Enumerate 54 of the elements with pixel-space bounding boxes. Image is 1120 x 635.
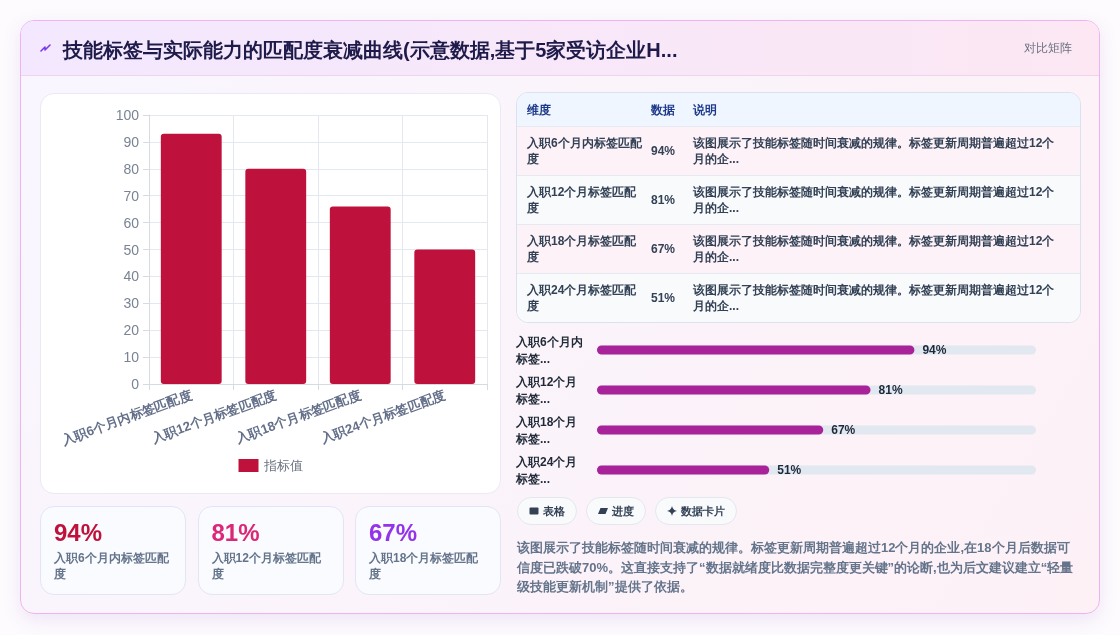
text: 67% [651, 242, 676, 256]
category-label: 入职6个月内标签匹配度 [526, 135, 643, 167]
y-tick-label: 入职6个月内标签... [515, 334, 583, 366]
y-tick-label: 60 [123, 214, 140, 231]
y-tick-label: 入职18个月标签... [515, 414, 578, 446]
category-label: 入职18个月标签匹配度 [369, 550, 480, 582]
text: 该图展示了技能标签随时间衰减的规律。标签更新周期普遍超过12个月的企... [693, 135, 1056, 167]
y-tick-label: 30 [123, 295, 140, 312]
y-tick-label: 入职24个月标签... [515, 454, 578, 486]
category-label: 数据卡片 [681, 503, 725, 519]
y-tick-label: 入职12个月标签... [515, 374, 578, 406]
text: 说明 [693, 101, 718, 118]
text: 67% [369, 519, 418, 546]
category-label: 入职18个月标签匹配度 [526, 233, 638, 265]
y-tick-label: 70 [123, 187, 140, 204]
y-tick-label: 90 [123, 133, 140, 150]
y-tick-label: 80 [123, 160, 140, 177]
text: 该图展示了技能标签随时间衰减的规律。标签更新周期普遍超过12个月的企... [693, 282, 1056, 314]
category-label: 入职12个月标签匹配度 [211, 550, 322, 582]
text: 维度 [526, 101, 552, 118]
text: 技能标签与实际能力的匹配度衰减曲线(示意数据,基于5家受访企业H... [63, 38, 678, 63]
y-tick-label: 10 [123, 349, 140, 366]
text: 51% [651, 291, 676, 305]
text: 81% [211, 519, 260, 546]
text: 94% [54, 519, 103, 546]
bar [160, 133, 222, 384]
text: 94% [651, 144, 676, 158]
text: 该图展示了技能标签随时间衰减的规律。标签更新周期普遍超过12个月的企... [693, 233, 1056, 265]
y-tick-label: 20 [123, 322, 140, 339]
text: 对比矩阵 [1024, 40, 1072, 57]
y-tick-label: 50 [123, 241, 140, 258]
bar [245, 168, 307, 384]
y-tick-label: 40 [123, 268, 140, 285]
data-label: 51% [777, 463, 802, 477]
data-label: 94% [922, 343, 947, 357]
text: 该图展示了技能标签随时间衰减的规律。标签更新周期普遍超过12个月的企业,在18个月后数据可信度已跌破70%。这直接支持了“数据就绪度比数据完整度更关键”的论断,也为后文建议建立“轻量级技能更新机制”提供了依据。 [517, 539, 1075, 596]
y-tick-label: 100 [115, 107, 140, 123]
category-label: 入职24个月标签匹配度 [526, 282, 638, 314]
category-label: 表格 [543, 503, 565, 519]
category-label: 进度 [612, 503, 634, 519]
category-label: 入职6个月内标签匹配度 [54, 550, 170, 582]
category-label: 入职12个月标签匹配度 [526, 184, 638, 216]
bar [329, 206, 391, 384]
text: 81% [651, 193, 676, 207]
pill-button[interactable]: 表格 [517, 497, 577, 525]
text: 数据 [651, 101, 676, 118]
legend-label: 指标值 [262, 458, 303, 473]
pill-button[interactable]: 数据卡片 [655, 497, 737, 525]
bar [414, 249, 476, 384]
data-label: 67% [831, 423, 856, 437]
pill-button[interactable]: 进度 [586, 497, 646, 525]
data-label: 81% [878, 383, 903, 397]
text: 该图展示了技能标签随时间衰减的规律。标签更新周期普遍超过12个月的企... [693, 184, 1056, 216]
y-tick-label: 0 [131, 376, 140, 392]
